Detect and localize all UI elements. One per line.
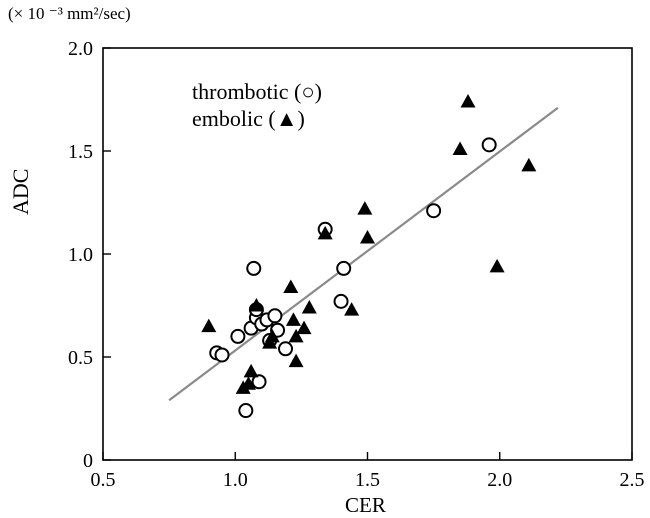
thrombotic-point	[238, 403, 254, 419]
thrombotic-point	[267, 308, 283, 324]
thrombotic-point	[251, 374, 267, 390]
x-tick-label: 1.0	[223, 469, 248, 491]
embolic-point	[360, 230, 375, 244]
x-axis-label: CER	[345, 493, 386, 517]
y-unit-label: (× 10 ⁻³ mm²/sec)	[8, 4, 131, 23]
embolic-point	[288, 328, 304, 343]
embolic-point	[240, 376, 256, 390]
embolic-point	[357, 201, 373, 215]
embolic-point	[489, 258, 505, 273]
legend-entry-thrombotic: thrombotic (○)	[192, 79, 322, 104]
x-tick-label: 2.5	[620, 469, 645, 491]
x-tick-label: 0.5	[91, 469, 116, 491]
embolic-point	[283, 279, 299, 293]
thrombotic-point	[336, 260, 352, 276]
plot-frame	[102, 47, 633, 461]
y-tick-label: 0.5	[68, 347, 93, 369]
thrombotic-point	[481, 137, 497, 153]
y-tick-label: 1.0	[68, 244, 93, 266]
embolic-point	[460, 94, 476, 108]
thrombotic-point	[230, 328, 246, 344]
embolic-point	[201, 318, 217, 333]
thrombotic-point	[214, 347, 230, 363]
y-tick-label: 2.0	[68, 38, 93, 60]
embolic-point	[317, 225, 333, 240]
x-tick-label: 2.0	[487, 469, 512, 491]
embolic-point	[285, 312, 301, 326]
embolic-point	[521, 157, 537, 172]
thrombotic-point	[333, 293, 349, 309]
regression-line	[168, 106, 559, 402]
x-tick-label: 1.5	[355, 469, 380, 491]
y-tick-label: 0	[83, 450, 93, 472]
embolic-point	[301, 300, 317, 314]
embolic-point	[264, 328, 280, 343]
embolic-point	[452, 141, 468, 155]
legend: thrombotic (○) embolic (▲)	[192, 78, 322, 132]
embolic-point	[248, 298, 264, 312]
thrombotic-point	[246, 260, 262, 276]
thrombotic-point	[278, 341, 294, 357]
legend-entry-embolic: embolic (▲)	[192, 106, 305, 131]
embolic-point	[288, 353, 304, 368]
embolic-point	[344, 302, 360, 316]
embolic-point	[296, 320, 312, 335]
embolic-point	[243, 363, 259, 378]
y-tick-label: 1.5	[68, 141, 93, 163]
thrombotic-point	[426, 203, 442, 219]
